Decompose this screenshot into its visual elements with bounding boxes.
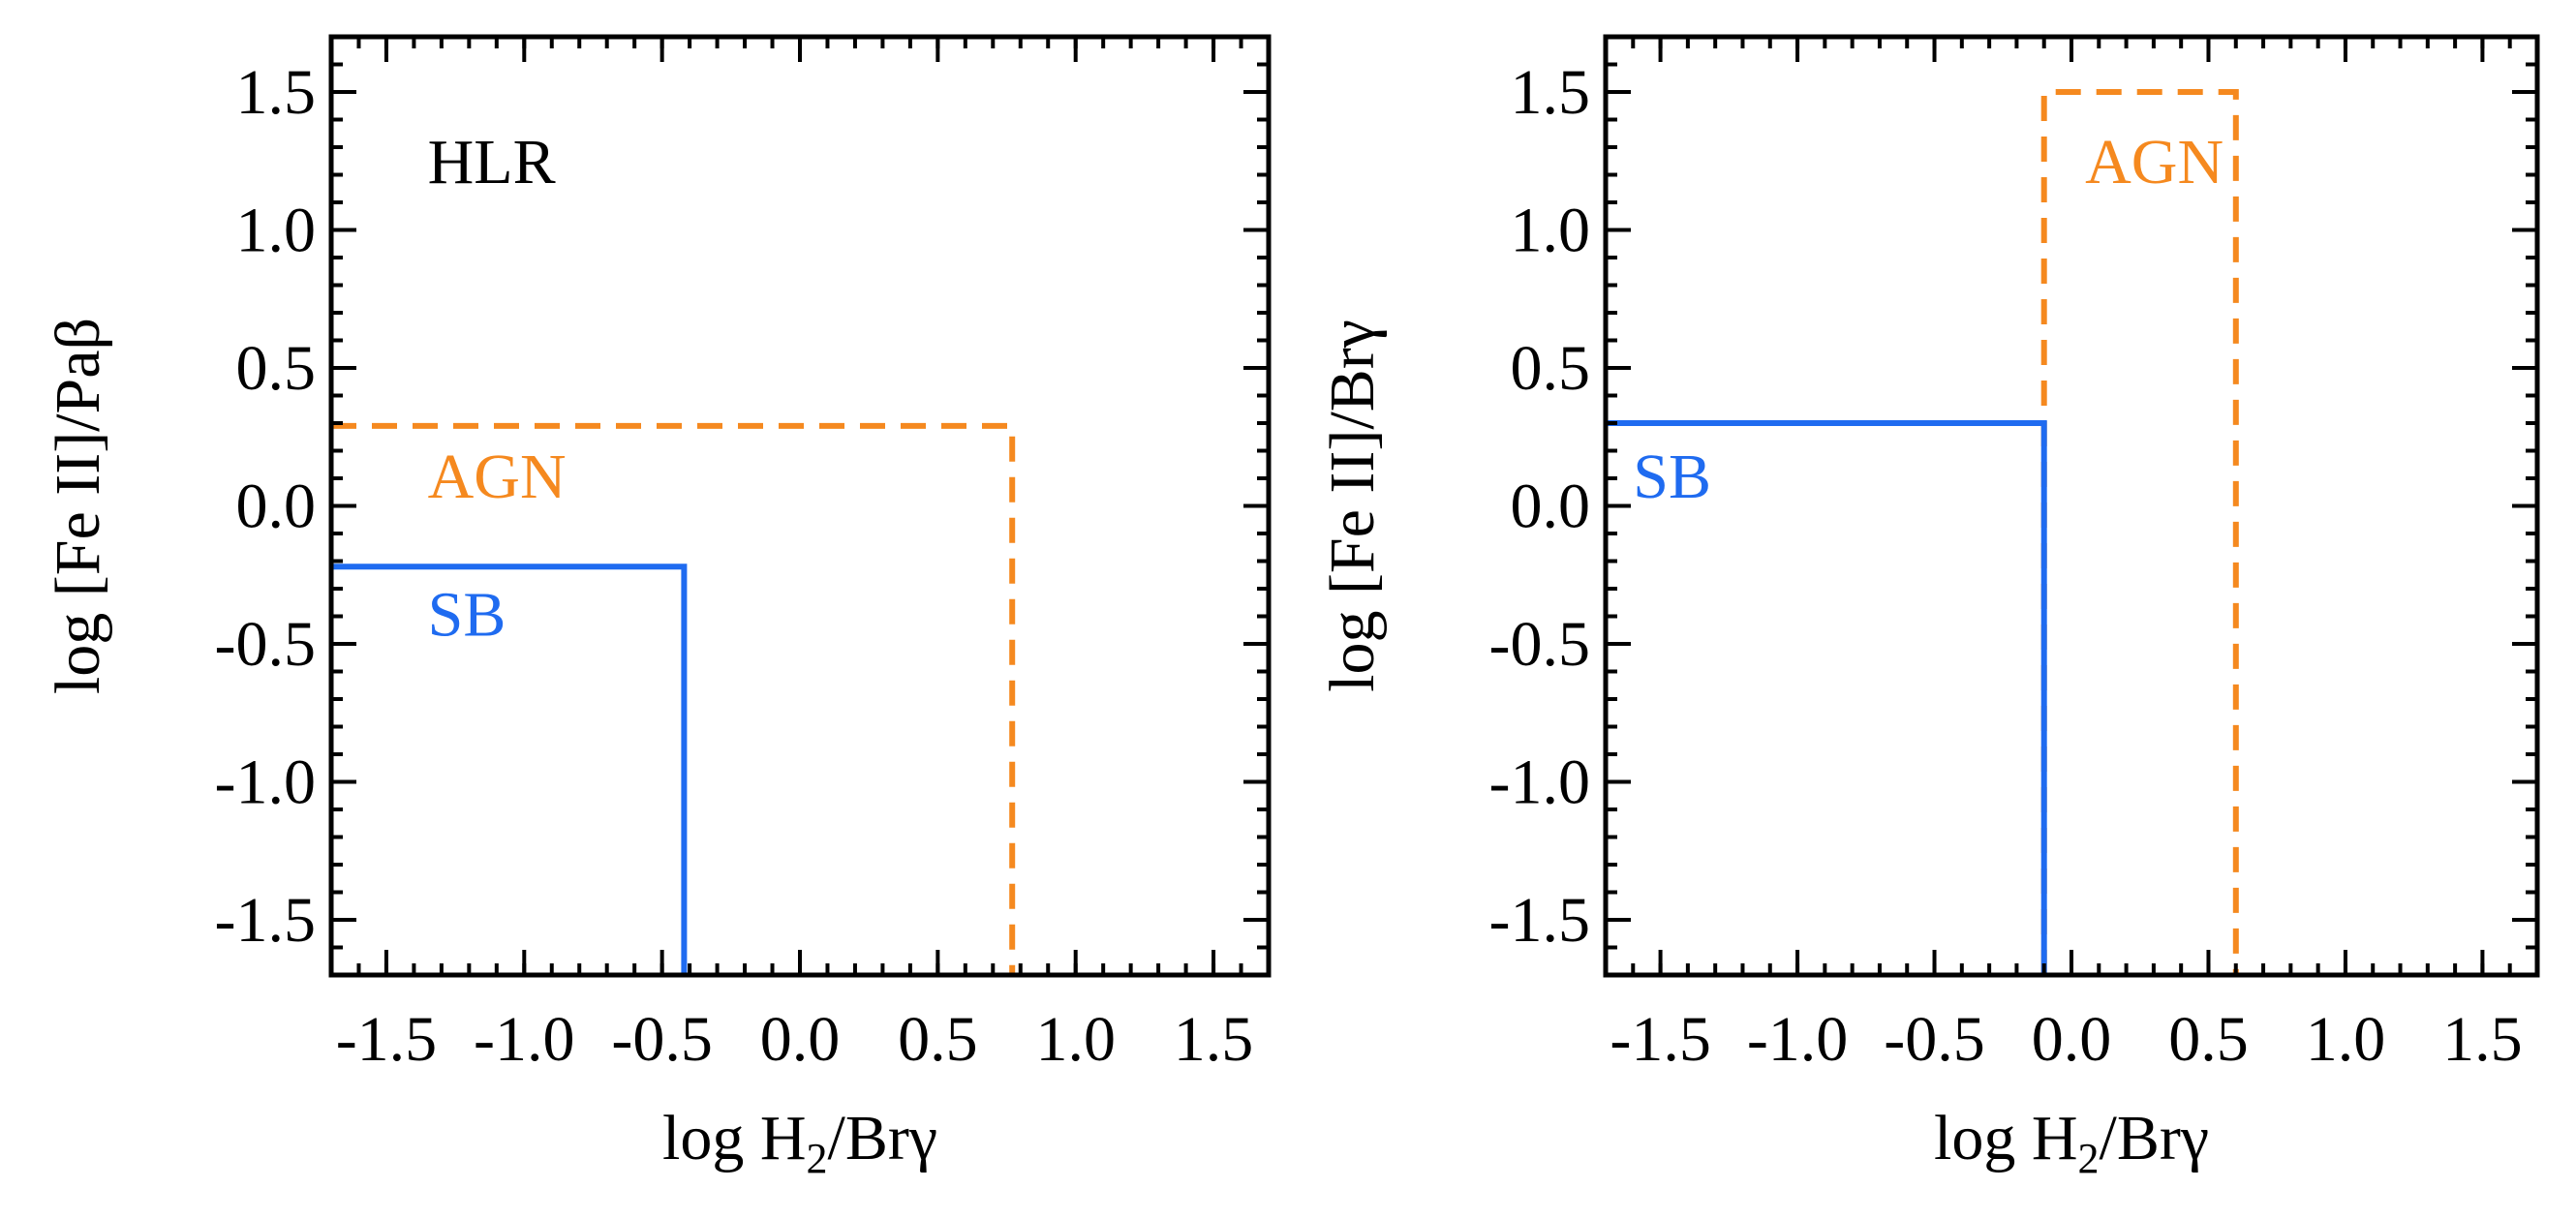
- y-tick-label: 1.0: [1511, 196, 1591, 266]
- x-axis-label-subscript: 2: [2077, 1135, 2099, 1182]
- x-tick-label: -0.5: [611, 1004, 712, 1075]
- x-axis-label-main: log H: [662, 1103, 807, 1173]
- x-axis-label: log H2/Brγ: [662, 1103, 937, 1182]
- y-tick-label: 1.5: [236, 57, 317, 128]
- y-tick-label: 1.0: [236, 196, 317, 266]
- x-axis-label-rest: /Brγ: [827, 1103, 937, 1173]
- x-tick-label: -1.0: [1747, 1004, 1848, 1075]
- annotation-agn: AGN: [428, 442, 567, 512]
- y-tick-label: -1.5: [215, 885, 316, 956]
- x-tick-label: -1.5: [1610, 1004, 1710, 1075]
- y-tick-label: -0.5: [215, 609, 316, 680]
- x-tick-label: 1.0: [1035, 1004, 1116, 1075]
- x-axis-label-rest: /Brγ: [2099, 1103, 2209, 1173]
- left-panel: -1.5 -1.0 -0.5 0.0 0.5 1.0 1.5 -1.5 -1.0 -0.5 0.0 0…: [43, 34, 1272, 1182]
- series-sb-line: [1606, 420, 2047, 975]
- y-tick-label: 0.5: [236, 333, 317, 404]
- y-tick-label: -0.5: [1489, 609, 1590, 680]
- x-tick-label: 0.5: [2168, 1004, 2249, 1075]
- annotation-sb: SB: [428, 579, 506, 650]
- x-tick-label: 1.5: [1174, 1004, 1254, 1075]
- annotation-hlr: HLR: [428, 127, 556, 198]
- y-tick-label: -1.0: [1489, 747, 1590, 818]
- series-agn-line: [2040, 89, 2239, 975]
- y-tick-label: 0.5: [1511, 333, 1591, 404]
- series-sb-line: [331, 564, 688, 975]
- series-agn-line: [331, 422, 1016, 975]
- y-axis-label: log [Fe II]/Brγ: [1317, 320, 1388, 692]
- x-axis-label: log H2/Brγ: [1934, 1103, 2209, 1182]
- annotation-sb: SB: [1633, 442, 1711, 512]
- x-tick-label: -1.5: [336, 1004, 437, 1075]
- annotation-agn: AGN: [2085, 127, 2223, 198]
- y-tick-label: 0.0: [236, 472, 317, 542]
- x-tick-label: -1.0: [474, 1004, 574, 1075]
- y-tick-label: -1.5: [1489, 885, 1590, 956]
- x-tick-label: 0.5: [898, 1004, 978, 1075]
- x-tick-label: 0.0: [760, 1004, 841, 1075]
- right-panel: -1.5 -1.0 -0.5 0.0 0.5 1.0 1.5 -1.5 -1.0 -0.5 0.0 0…: [1317, 34, 2540, 1182]
- y-axis-label: log [Fe II]/Paβ: [43, 318, 113, 694]
- x-tick-label: 0.0: [2032, 1004, 2112, 1075]
- x-tick-label: -0.5: [1884, 1004, 1984, 1075]
- y-tick-label: 0.0: [1511, 472, 1591, 542]
- x-axis-label-subscript: 2: [806, 1135, 827, 1182]
- y-tick-label: 1.5: [1511, 57, 1591, 128]
- x-tick-label: 1.5: [2442, 1004, 2523, 1075]
- y-tick-label: -1.0: [215, 747, 316, 818]
- x-tick-label: 1.0: [2306, 1004, 2386, 1075]
- x-axis-label-main: log H: [1934, 1103, 2078, 1173]
